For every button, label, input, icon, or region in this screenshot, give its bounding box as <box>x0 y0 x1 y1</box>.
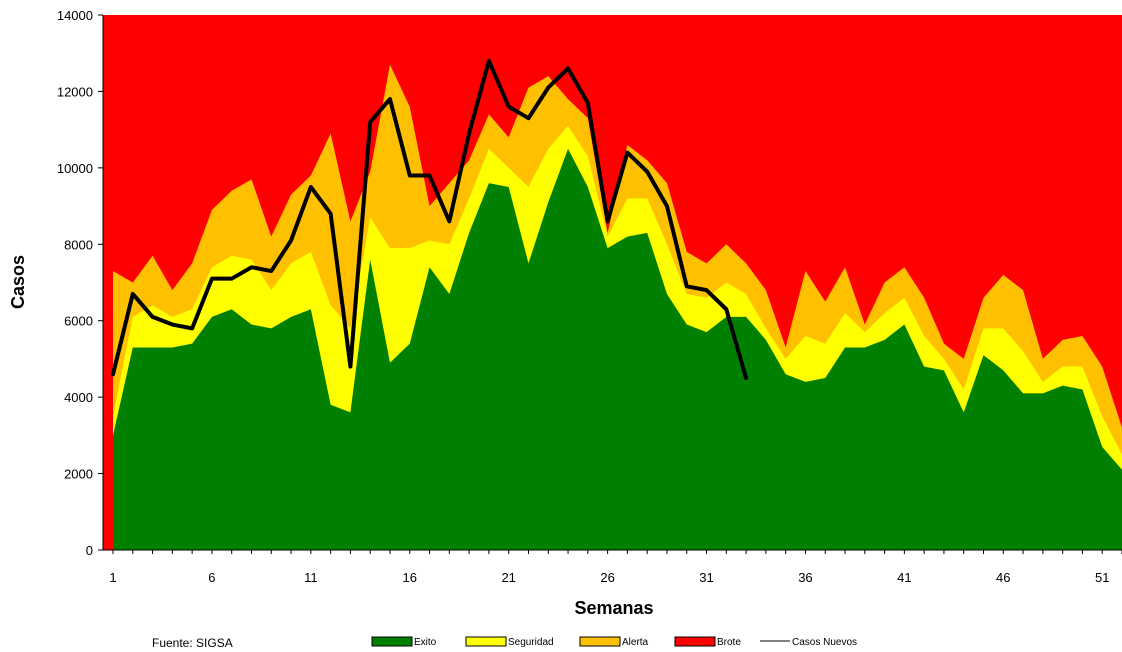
y-tick-label: 4000 <box>64 390 93 405</box>
y-tick-label: 2000 <box>64 467 93 482</box>
legend: Exito Seguridad Alerta Brote Casos Nuevos <box>371 636 857 648</box>
x-tick-label: 31 <box>699 570 713 585</box>
x-tick-label: 21 <box>501 570 515 585</box>
x-tick-label: 1 <box>109 570 116 585</box>
area-exito <box>113 148 1122 550</box>
legend-swatch-seguridad <box>465 636 507 647</box>
x-tick-label: 46 <box>996 570 1010 585</box>
y-axis-title: Casos <box>8 255 28 309</box>
y-tick-label: 12000 <box>57 84 93 99</box>
x-tick-label: 6 <box>208 570 215 585</box>
x-axis-title: Semanas <box>574 598 653 618</box>
y-tick-label: 10000 <box>57 161 93 176</box>
y-tick-label: 0 <box>86 543 93 558</box>
plot-areas <box>103 15 1122 551</box>
legend-label-brote: Brote <box>717 637 741 648</box>
legend-label-alerta: Alerta <box>622 637 649 648</box>
x-tick-label: 26 <box>600 570 614 585</box>
x-tick-label: 51 <box>1095 570 1109 585</box>
legend-swatch-alerta <box>579 636 621 647</box>
legend-label-seguridad: Seguridad <box>508 637 554 648</box>
y-tick-label: 6000 <box>64 314 93 329</box>
legend-swatch-brote <box>674 636 716 647</box>
legend-label-exito: Exito <box>414 637 437 648</box>
plot-lines <box>111 58 749 381</box>
y-tick-label: 14000 <box>57 8 93 23</box>
source-note: Fuente: SIGSA <box>152 636 233 650</box>
legend-label-casos-nuevos: Casos Nuevos <box>792 637 857 648</box>
legend-swatch-exito <box>371 636 413 647</box>
line-casos-nuevos <box>111 58 749 381</box>
x-tick-label: 41 <box>897 570 911 585</box>
x-tick-label: 11 <box>304 570 318 585</box>
x-tick-label: 36 <box>798 570 812 585</box>
x-tick-label: 16 <box>403 570 417 585</box>
y-tick-label: 8000 <box>64 237 93 252</box>
